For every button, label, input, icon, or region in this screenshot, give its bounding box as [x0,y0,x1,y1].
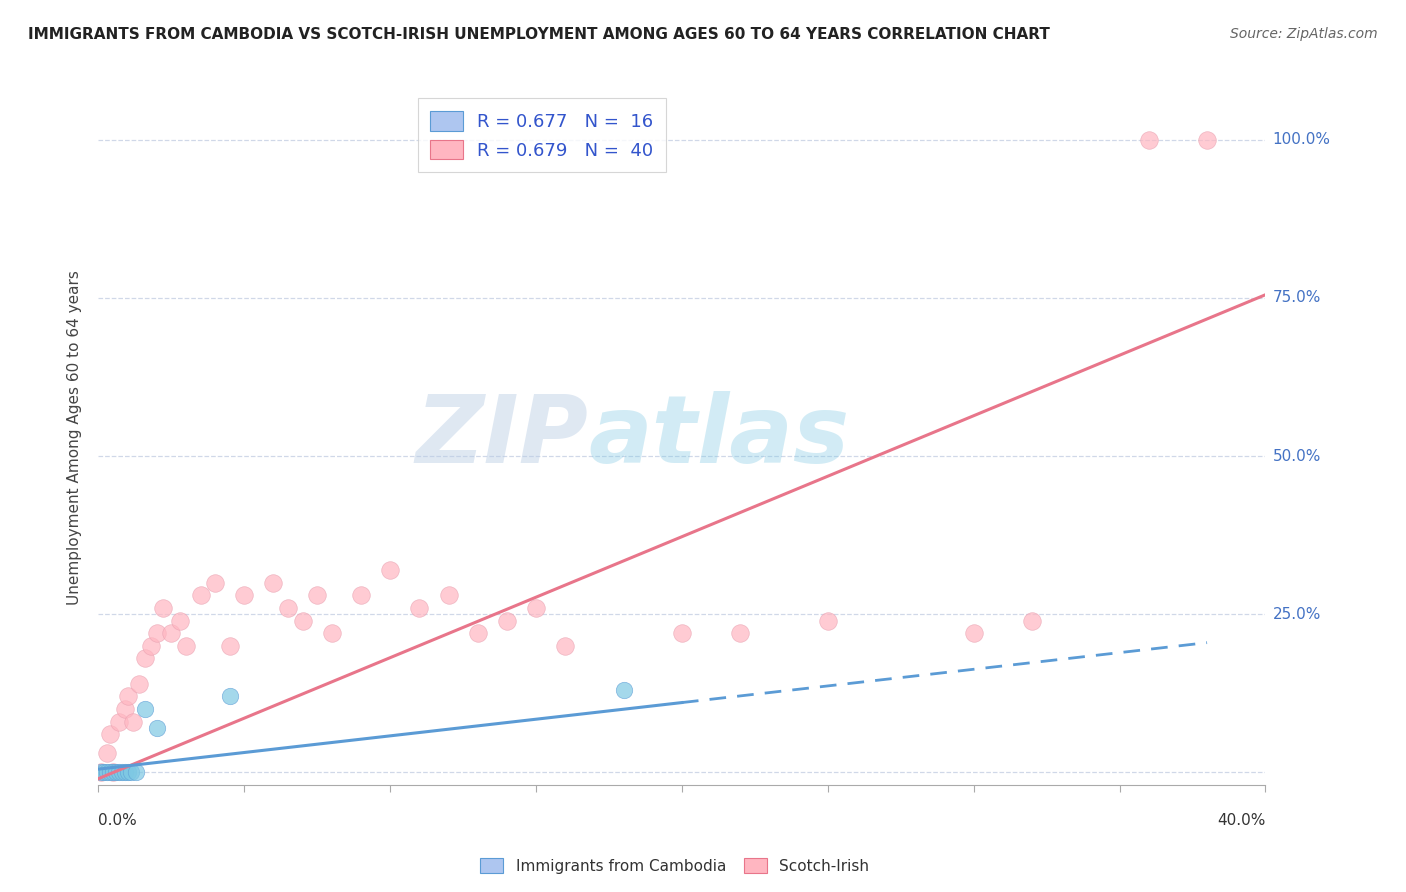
Point [554,639,576,653]
Point [1021,614,1043,628]
Point [307,588,329,602]
Point [218,690,240,704]
Point [114,765,136,780]
Point [204,575,226,590]
Point [152,600,174,615]
Y-axis label: Unemployment Among Ages 60 to 64 years: Unemployment Among Ages 60 to 64 years [67,269,83,605]
Text: 75.0%: 75.0% [1272,291,1320,305]
Point [134,651,156,665]
Point [190,588,212,602]
Point [1195,133,1218,147]
Point [524,600,547,615]
Point [98,765,121,780]
Point [169,614,191,628]
Point [125,765,148,780]
Point [114,702,136,716]
Point [160,626,183,640]
Point [146,721,169,735]
Point [174,639,197,653]
Text: Source: ZipAtlas.com: Source: ZipAtlas.com [1230,27,1378,41]
Point [117,765,139,780]
Point [437,588,460,602]
Point [98,727,121,741]
Point [817,614,839,628]
Point [378,563,402,577]
Legend: R = 0.677   N =  16, R = 0.679   N =  40: R = 0.677 N = 16, R = 0.679 N = 40 [418,98,666,172]
Point [495,614,517,628]
Point [671,626,693,640]
Text: atlas: atlas [589,391,849,483]
Text: 0.0%: 0.0% [98,814,138,828]
Point [728,626,751,640]
Point [90,765,112,780]
Text: 25.0%: 25.0% [1272,607,1320,622]
Point [96,747,118,761]
Point [612,683,634,698]
Text: 100.0%: 100.0% [1272,132,1330,147]
Point [262,575,284,590]
Point [408,600,430,615]
Point [218,639,240,653]
Point [321,626,343,640]
Point [139,639,162,653]
Point [291,614,314,628]
Point [1137,133,1160,147]
Point [104,765,127,780]
Point [277,600,299,615]
Point [962,626,984,640]
Point [467,626,489,640]
Point [101,765,124,780]
Text: 50.0%: 50.0% [1272,449,1320,464]
Point [111,765,134,780]
Point [101,765,124,780]
Point [134,702,156,716]
Point [90,765,112,780]
Legend: Immigrants from Cambodia, Scotch-Irish: Immigrants from Cambodia, Scotch-Irish [474,852,876,880]
Point [350,588,373,602]
Point [233,588,256,602]
Point [93,765,115,780]
Point [146,626,169,640]
Point [128,677,150,691]
Text: ZIP: ZIP [416,391,589,483]
Point [120,765,142,780]
Point [96,765,118,780]
Point [117,690,139,704]
Text: IMMIGRANTS FROM CAMBODIA VS SCOTCH-IRISH UNEMPLOYMENT AMONG AGES 60 TO 64 YEARS : IMMIGRANTS FROM CAMBODIA VS SCOTCH-IRISH… [28,27,1050,42]
Point [108,714,131,729]
Point [108,765,131,780]
Text: 40.0%: 40.0% [1218,814,1265,828]
Point [122,714,145,729]
